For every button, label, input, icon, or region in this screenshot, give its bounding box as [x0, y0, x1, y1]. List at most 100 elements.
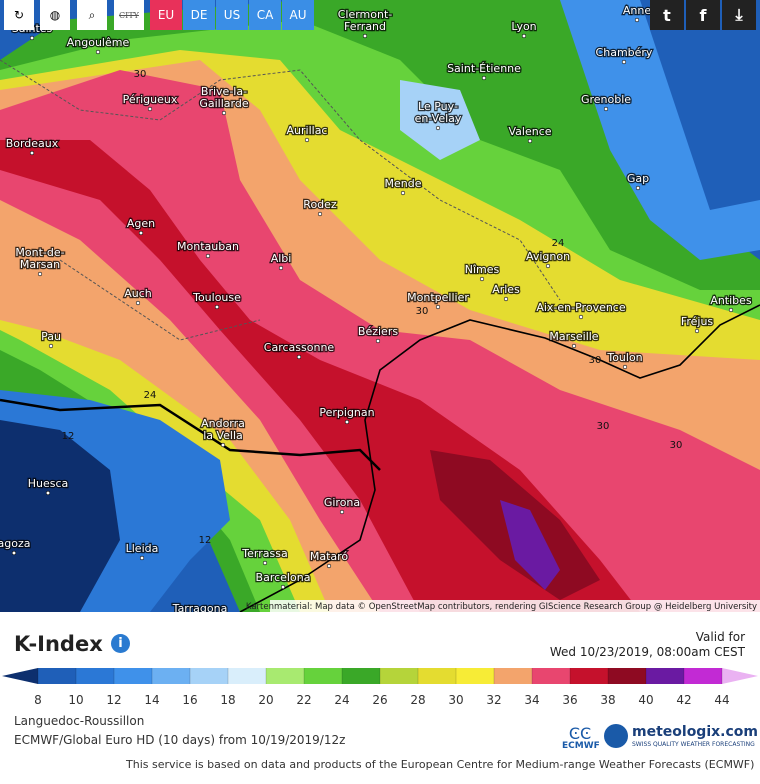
- contour-label: 30: [134, 69, 147, 80]
- city-dot: [280, 584, 286, 590]
- contour-label: 24: [144, 390, 157, 401]
- city-label: Nîmes: [465, 263, 500, 276]
- city-dot: [296, 354, 302, 360]
- city-dot: [317, 211, 323, 217]
- city-dot: [339, 509, 345, 515]
- contour-label: 12: [62, 431, 75, 442]
- city-dot: [205, 253, 211, 259]
- city-dot: [375, 338, 381, 344]
- colorbar-bin: [608, 668, 646, 684]
- map-attribution: Kartenmaterial: Map data © OpenStreetMap…: [246, 602, 757, 612]
- colorbar: 8 10 12 14 16 18 20 22 24 26 28 30 32 34 36 38 40 42 44: [2, 668, 758, 707]
- city-label: Huesca: [28, 477, 69, 490]
- ecmwf-logo: ECMWF: [562, 741, 600, 751]
- city-label: Mataró: [310, 550, 349, 563]
- colorbar-tick-label: 34: [524, 693, 539, 707]
- city-label: Toulon: [606, 351, 642, 364]
- city-dot: [139, 555, 145, 561]
- twitter-button[interactable]: t: [650, 0, 684, 30]
- colorbar-bin: [342, 668, 380, 684]
- colorbar-bin: [114, 668, 152, 684]
- city-dot: [326, 563, 332, 569]
- city-dot: [578, 314, 584, 320]
- city-label: Montauban: [177, 240, 239, 253]
- colorbar-end: [722, 668, 758, 684]
- region-name: Languedoc-Roussillon: [14, 714, 145, 728]
- city-dot: [622, 364, 628, 370]
- city-dot: [728, 307, 734, 313]
- city-label: Auch: [124, 287, 152, 300]
- city-dot: [278, 265, 284, 271]
- colorbar-bin: [494, 668, 532, 684]
- city-dot: [262, 560, 268, 566]
- colorbar-bin: [684, 668, 722, 684]
- city-label: Aix-en-Provence: [536, 301, 626, 314]
- city-label: Tarragona: [172, 602, 228, 612]
- city-label: Chambéry: [596, 46, 653, 59]
- colorbar-tick-label: 44: [714, 693, 729, 707]
- city-dot: [545, 263, 551, 269]
- colorbar-bin: [152, 668, 190, 684]
- colorbar-tick-label: 22: [296, 693, 311, 707]
- map: Kartenmaterial: Map data © OpenStreetMap…: [0, 0, 760, 612]
- city-dot: [479, 276, 485, 282]
- city-label: Lleida: [126, 542, 159, 555]
- city-label: Perpignan: [319, 406, 374, 419]
- colorbar-tick-label: 20: [258, 693, 273, 707]
- region-button[interactable]: DE: [183, 0, 215, 30]
- region-button[interactable]: EU: [150, 0, 182, 30]
- city-dot: [221, 110, 227, 116]
- city-label: Angoulême: [67, 36, 130, 49]
- city-dot: [304, 137, 310, 143]
- colorbar-bin: [380, 668, 418, 684]
- city-button[interactable]: CITY: [114, 0, 144, 30]
- contour-label: 30: [589, 355, 602, 366]
- city-label: Fréjus: [681, 315, 714, 328]
- city-label: Bordeaux: [6, 137, 59, 150]
- info-icon[interactable]: i: [111, 634, 130, 653]
- colorbar-tick-label: 26: [372, 693, 387, 707]
- city-dot: [29, 150, 35, 156]
- colorbar-bin: [190, 668, 228, 684]
- notice: This service is based on data and produc…: [126, 758, 755, 771]
- city-label: agoza: [0, 537, 30, 550]
- city-label: Avignon: [526, 250, 570, 263]
- download-button[interactable]: ⤓: [722, 0, 756, 30]
- region-button[interactable]: AU: [282, 0, 314, 30]
- zoom-button[interactable]: ⌕: [77, 0, 107, 30]
- colorbar-bin: [646, 668, 684, 684]
- city-label: Girona: [324, 496, 360, 509]
- city-label: Antibes: [710, 294, 752, 307]
- refresh-button[interactable]: ↻: [4, 0, 34, 30]
- legend-title: K-Index: [14, 632, 103, 656]
- colorbar-bin: [228, 668, 266, 684]
- colorbar-bin: [266, 668, 304, 684]
- model-info: ECMWF/Global Euro HD (10 days) from 10/1…: [14, 733, 346, 747]
- contour-label: 30: [670, 440, 683, 451]
- city-label: Toulouse: [192, 291, 241, 304]
- colorbar-tick-label: 38: [600, 693, 615, 707]
- city-dot: [135, 300, 141, 306]
- region-button[interactable]: CA: [249, 0, 281, 30]
- facebook-button[interactable]: f: [686, 0, 720, 30]
- city-dot: [29, 35, 35, 41]
- city-dot: [634, 17, 640, 23]
- globe-button[interactable]: ◍: [40, 0, 70, 30]
- city-dot: [635, 185, 641, 191]
- city-label: Marseille: [549, 330, 598, 343]
- valid-label: Valid for: [695, 630, 745, 644]
- ecmwf-icon: ϾϾ: [568, 724, 592, 743]
- city-label: Albi: [271, 252, 292, 265]
- region-button[interactable]: US: [216, 0, 248, 30]
- city-label: Brive-la-: [201, 85, 247, 98]
- colorbar-tick-label: 18: [220, 693, 235, 707]
- city-dot: [435, 304, 441, 310]
- valid-time: Wed 10/23/2019, 08:00am CEST: [549, 645, 745, 659]
- city-label: Andorra: [201, 417, 245, 430]
- city-label: Marsan: [20, 258, 60, 271]
- city-dot: [521, 33, 527, 39]
- city-label: Grenoble: [581, 93, 631, 106]
- city-dot: [147, 106, 153, 112]
- colorbar-bin: [38, 668, 76, 684]
- contour-label: 30: [597, 421, 610, 432]
